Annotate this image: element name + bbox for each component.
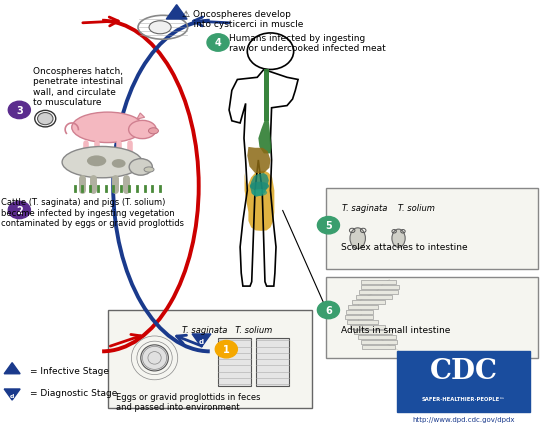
Bar [362,345,395,349]
Ellipse shape [350,228,365,249]
Bar [256,339,289,386]
Bar [345,316,373,319]
Bar [326,278,538,358]
Bar [108,310,312,408]
Text: T. saginata   T. solium: T. saginata T. solium [182,326,272,334]
Ellipse shape [252,190,267,197]
Text: 6: 6 [325,306,332,315]
Bar [347,320,378,324]
Text: CDC: CDC [429,358,498,385]
Ellipse shape [112,160,126,168]
Text: T. saginata    T. solium: T. saginata T. solium [342,204,435,213]
Circle shape [207,35,229,52]
Polygon shape [258,122,272,154]
Bar [352,300,385,304]
Circle shape [317,302,339,319]
Bar [348,306,378,309]
Ellipse shape [149,22,171,35]
Text: 2: 2 [16,206,23,215]
Bar [354,330,392,334]
Bar [362,280,396,284]
Ellipse shape [129,121,156,139]
Text: 5: 5 [325,221,332,230]
Text: 3: 3 [16,106,23,115]
Polygon shape [137,114,145,120]
Circle shape [317,217,339,234]
Polygon shape [4,363,20,374]
Polygon shape [4,389,20,400]
Bar [355,296,392,299]
Text: Adults in small intestine: Adults in small intestine [341,326,450,334]
Bar [218,339,251,386]
Text: = Diagnostic Stage: = Diagnostic Stage [30,388,118,397]
Text: ⚠ Oncospheres develop
    into cysticerci in muscle: ⚠ Oncospheres develop into cysticerci in… [182,10,304,29]
Bar [358,335,396,339]
Ellipse shape [148,128,158,135]
Bar [326,189,538,269]
Text: Oncospheres hatch,
penetrate intestinal
wall, and circulate
to musculature: Oncospheres hatch, penetrate intestinal … [33,67,123,107]
Polygon shape [245,171,274,231]
Ellipse shape [87,156,106,167]
Polygon shape [247,148,270,174]
Ellipse shape [144,168,154,173]
Ellipse shape [72,113,144,143]
Text: d: d [10,393,14,398]
Text: d: d [199,339,204,345]
Text: http://www.dpd.cdc.gov/dpdx: http://www.dpd.cdc.gov/dpdx [412,416,515,422]
Ellipse shape [38,113,53,125]
Text: Humans infected by ingesting
raw or undercooked infected meat: Humans infected by ingesting raw or unde… [229,34,386,53]
Text: = Infective Stage: = Infective Stage [30,367,109,375]
Text: Eggs or gravid proglottids in feces
and passed into environment: Eggs or gravid proglottids in feces and … [116,392,261,411]
Text: SAFER·HEALTHIER·PEOPLE™: SAFER·HEALTHIER·PEOPLE™ [422,396,506,401]
Bar [397,352,530,412]
Ellipse shape [129,159,152,176]
Polygon shape [192,334,211,347]
Circle shape [8,102,30,119]
Circle shape [8,202,30,219]
Text: 1: 1 [223,345,230,354]
Ellipse shape [62,147,142,178]
Text: 4: 4 [215,39,221,48]
Polygon shape [166,6,187,20]
Ellipse shape [141,345,168,371]
Bar [361,286,399,289]
Polygon shape [264,70,269,122]
Text: Cattle (T. saginata) and pigs (T. solium)
become infected by ingesting vegetatio: Cattle (T. saginata) and pigs (T. solium… [1,198,184,227]
Circle shape [215,341,237,358]
Bar [360,340,397,344]
Bar [359,290,398,294]
Ellipse shape [392,230,405,248]
Ellipse shape [250,182,269,191]
Text: Scolex attaches to intestine: Scolex attaches to intestine [341,243,468,252]
Bar [346,310,373,314]
Polygon shape [250,174,269,197]
Bar [350,326,385,329]
